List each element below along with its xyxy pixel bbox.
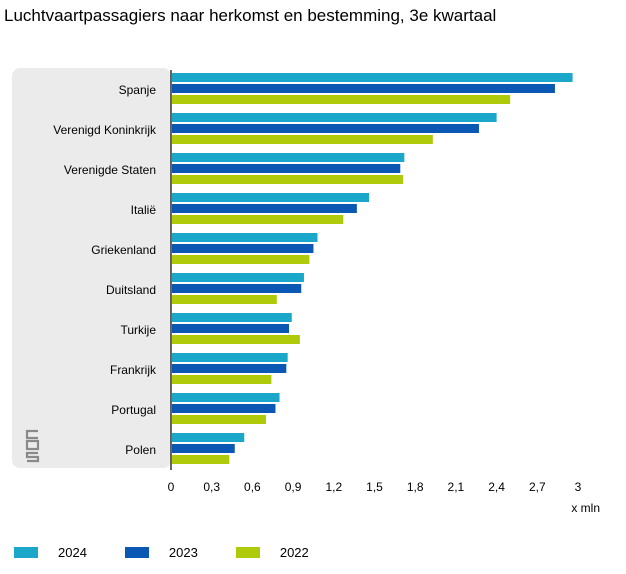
bar-2022 (172, 95, 511, 104)
x-tick-label: 2,1 (448, 480, 465, 494)
bar-2022 (172, 335, 300, 344)
bar-2024 (172, 153, 405, 162)
bar-2024 (172, 353, 288, 362)
category-labels: Spanje Verenigd Koninkrijk Verenigde State… (53, 83, 157, 457)
bar-2024 (172, 233, 318, 242)
category-label: Verenigd Koninkrijk (53, 123, 157, 137)
bar-2023 (172, 364, 287, 373)
legend-label-2022: 2022 (279, 544, 309, 560)
category-label: Polen (125, 443, 156, 457)
bar-2024 (172, 113, 497, 122)
bar-2024 (172, 73, 573, 82)
bar-2022 (172, 415, 266, 424)
bar-2023 (172, 124, 479, 133)
category-label: Frankrijk (110, 363, 157, 377)
bar-2022 (172, 135, 433, 144)
bar-2022 (172, 455, 230, 464)
bar-2022 (172, 295, 277, 304)
x-tick-label: 1,8 (407, 480, 424, 494)
legend-item-2022: 2022 (235, 544, 309, 560)
bar-2022 (172, 255, 310, 264)
category-panel (12, 68, 171, 468)
x-tick-label: 2,7 (529, 480, 546, 494)
x-axis-ticks: 0 0,3 0,6 0,9 1,2 1,5 1,8 2,1 2,4 2,7 3 (168, 480, 582, 494)
bar-2024 (172, 393, 280, 402)
legend-item-2023: 2023 (124, 544, 198, 560)
category-label: Verenigde Staten (64, 163, 156, 177)
legend-swatch-2024 (14, 546, 38, 558)
bar-2022 (172, 375, 272, 384)
legend: 2024 2023 2022 (14, 543, 347, 561)
cbs-logo-icon (25, 429, 40, 463)
legend-swatch-2022 (235, 546, 260, 558)
bar-2023 (172, 404, 276, 413)
x-tick-label: 1,2 (325, 480, 342, 494)
category-label: Duitsland (106, 283, 156, 297)
category-label: Spanje (119, 83, 157, 97)
bar-2023 (172, 84, 555, 93)
legend-label-2023: 2023 (168, 544, 198, 560)
x-tick-label: 0,3 (203, 480, 220, 494)
bar-2022 (172, 175, 403, 184)
legend-item-2024: 2024 (14, 545, 87, 560)
bar-2023 (172, 204, 357, 213)
bar-2022 (172, 215, 344, 224)
bars-layer (172, 73, 573, 464)
category-label: Italië (131, 203, 157, 217)
bar-2023 (172, 164, 401, 173)
x-tick-label: 0,9 (285, 480, 302, 494)
x-tick-label: 1,5 (366, 480, 383, 494)
bar-2024 (172, 433, 245, 442)
x-tick-label: 0 (168, 480, 175, 494)
category-label: Turkije (120, 323, 156, 337)
chart-title: Luchtvaartpassagiers naar herkomst en be… (4, 6, 497, 25)
category-label: Griekenland (91, 243, 156, 257)
bar-2023 (172, 284, 302, 293)
x-tick-label: 2,4 (488, 480, 505, 494)
x-tick-label: 3 (575, 480, 582, 494)
bar-2023 (172, 244, 314, 253)
bar-2023 (172, 324, 290, 333)
x-axis-unit-label: x mln (571, 501, 600, 515)
bar-2023 (172, 444, 235, 453)
bar-2024 (172, 313, 292, 322)
legend-label-2024: 2024 (58, 544, 87, 560)
legend-swatch-2023 (124, 546, 149, 558)
bar-2024 (172, 273, 304, 282)
category-label: Portugal (111, 403, 156, 417)
x-tick-label: 0,6 (244, 480, 261, 494)
bar-2024 (172, 193, 370, 202)
